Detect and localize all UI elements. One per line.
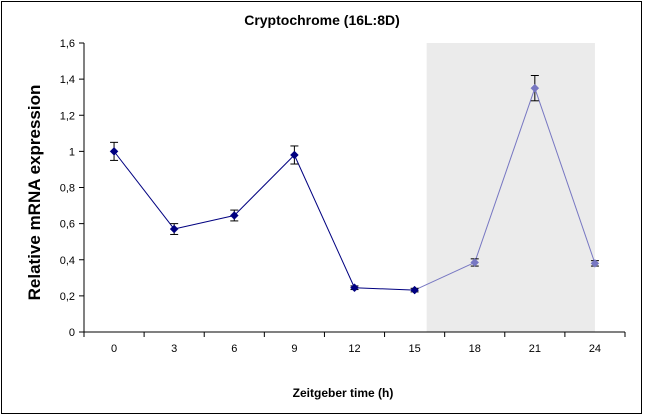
y-tick-label: 0,4 <box>60 255 75 267</box>
data-point <box>410 285 419 295</box>
y-tick-label: 1,2 <box>60 110 75 122</box>
series-layer <box>109 75 600 295</box>
data-point <box>530 83 540 93</box>
data-point <box>350 283 359 293</box>
series-line-segment <box>174 215 235 230</box>
chart-title: Cryptochrome (16L:8D) <box>244 12 400 28</box>
y-tick-label: 0,2 <box>60 291 75 303</box>
axes: 0 0,2 0,4 0,6 0,8 1 1,2 1,4 1,6 0 3 6 9 12 15 18 21 24 <box>60 38 626 355</box>
y-tick-label: 1,6 <box>60 38 75 50</box>
data-point <box>590 259 600 268</box>
x-tick-label: 6 <box>231 343 237 355</box>
x-tick-label: 12 <box>348 343 360 355</box>
x-tick-label: 24 <box>589 343 601 355</box>
series-line-segment <box>113 151 175 230</box>
y-tick-label: 1,4 <box>60 74 75 86</box>
series-line-segment <box>534 87 596 264</box>
data-point <box>470 258 480 267</box>
data-point <box>109 147 119 156</box>
data-point <box>290 150 299 160</box>
y-axis-label: Relative mRNA expression <box>25 85 44 301</box>
x-tick-label: 18 <box>469 343 481 355</box>
series-line-segment <box>354 287 415 291</box>
x-tick-label: 9 <box>291 343 297 355</box>
series-line-segment <box>474 87 536 263</box>
y-tick-label: 1 <box>69 146 75 158</box>
series-line-segment <box>233 154 295 216</box>
data-point <box>229 211 239 220</box>
data-point <box>169 224 179 234</box>
y-tick-label: 0,8 <box>60 183 75 195</box>
y-tick-label: 0,6 <box>60 219 75 231</box>
dark-phase-shading <box>426 43 595 332</box>
x-tick-label: 0 <box>111 343 117 355</box>
series-line-segment <box>414 262 475 291</box>
x-tick-label: 21 <box>529 343 541 355</box>
series-line-segment <box>293 154 355 288</box>
x-tick-label: 3 <box>171 343 177 355</box>
x-tick-label: 15 <box>408 343 420 355</box>
x-axis-label: Zeitgeber time (h) <box>293 386 394 400</box>
y-tick-label: 0 <box>69 327 75 339</box>
